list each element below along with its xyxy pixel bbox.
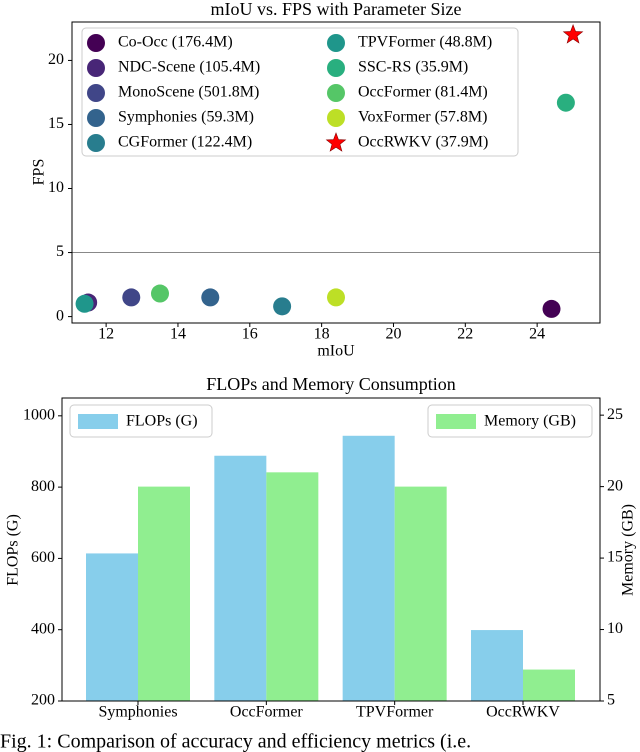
x-tick-label: TPVFormer	[356, 704, 434, 721]
legend-label: OccRWKV (37.9M)	[358, 134, 488, 151]
x-tick-label: 16	[242, 326, 258, 343]
chart-title: mIoU vs. FPS with Parameter Size	[211, 0, 462, 19]
legend-label: FLOPs (G)	[126, 413, 198, 430]
legend-label: SSC-RS (35.9M)	[358, 59, 468, 76]
y-tick-label: 20	[48, 51, 64, 68]
y-tick-label: 0	[56, 307, 64, 324]
y2-tick-label: 10	[607, 620, 623, 637]
y-axis-label: FPS	[31, 159, 48, 186]
x-tick-label: 20	[385, 326, 401, 343]
star-marker	[562, 23, 584, 44]
x-tick-label: 18	[314, 326, 330, 343]
bar	[138, 486, 190, 701]
legend-marker	[87, 59, 105, 77]
legend-marker	[325, 132, 347, 152]
y2-tick-label: 15	[607, 549, 623, 566]
chart-title: FLOPs and Memory Consumption	[206, 374, 456, 394]
legend-label: VoxFormer (57.8M)	[358, 109, 487, 126]
x-tick-label: OccFormer	[230, 704, 304, 721]
legend-label: Co-Occ (176.4M)	[118, 34, 233, 51]
legend-swatch	[436, 414, 476, 429]
x-tick-label: OccRWKV	[486, 704, 560, 721]
legend-marker	[87, 134, 105, 152]
point	[122, 288, 141, 307]
y-tick-label: 15	[48, 115, 64, 132]
plot-frame	[71, 21, 601, 324]
legend-box	[81, 27, 519, 157]
legend-marker	[327, 34, 345, 52]
bar	[471, 630, 523, 701]
legend-label: OccFormer (81.4M)	[358, 84, 488, 101]
x-tick-label: 14	[170, 326, 186, 343]
y2-tick-label: 5	[607, 692, 615, 709]
y2-axis-label: Memory (GB)	[620, 504, 637, 596]
legend-label: Symphonies (59.3M)	[118, 109, 254, 126]
y-tick-label: 1000	[23, 406, 55, 423]
y-tick-label: 600	[31, 549, 55, 566]
y-tick-label: 10	[48, 179, 64, 196]
y2-tick-label: 20	[607, 477, 623, 494]
legend-label: CGFormer (122.4M)	[118, 134, 252, 151]
bar	[342, 435, 395, 701]
x-axis-label: mIoU	[317, 343, 355, 360]
point	[542, 299, 561, 318]
point	[75, 294, 94, 313]
legend-label: Memory (GB)	[484, 413, 576, 430]
bar	[214, 455, 267, 701]
legend-swatch	[78, 414, 118, 429]
legend-label: TPVFormer (48.8M)	[358, 34, 492, 51]
x-tick-label: 22	[457, 326, 473, 343]
legend-marker	[327, 84, 345, 102]
y-tick-label: 800	[31, 478, 55, 495]
legend-marker	[327, 59, 345, 77]
x-tick-label: Symphonies	[98, 704, 177, 721]
plot-frame	[61, 397, 601, 702]
y-tick-label: 200	[31, 692, 55, 709]
legend-marker	[87, 109, 105, 127]
bar	[523, 669, 575, 701]
x-tick-label: 12	[98, 326, 114, 343]
y-tick-label: 400	[31, 620, 55, 637]
legend-label: NDC-Scene (105.4M)	[118, 59, 260, 76]
bar	[86, 553, 138, 701]
caption: Fig. 1: Comparison of accuracy and effic…	[0, 731, 471, 752]
y-tick-label: 5	[56, 243, 64, 260]
point	[556, 93, 575, 112]
y-axis-label: FLOPs (G)	[5, 514, 22, 586]
point	[327, 288, 345, 307]
legend-marker	[327, 109, 345, 127]
legend-marker	[87, 34, 105, 52]
x-tick-label: 24	[529, 326, 545, 343]
legend-label: MonoScene (501.8M)	[118, 84, 259, 101]
bar	[266, 472, 319, 701]
point	[201, 288, 220, 307]
y2-tick-label: 25	[607, 406, 623, 423]
bar	[394, 486, 447, 701]
point	[273, 297, 292, 316]
point	[151, 284, 169, 303]
legend-marker	[87, 84, 105, 102]
